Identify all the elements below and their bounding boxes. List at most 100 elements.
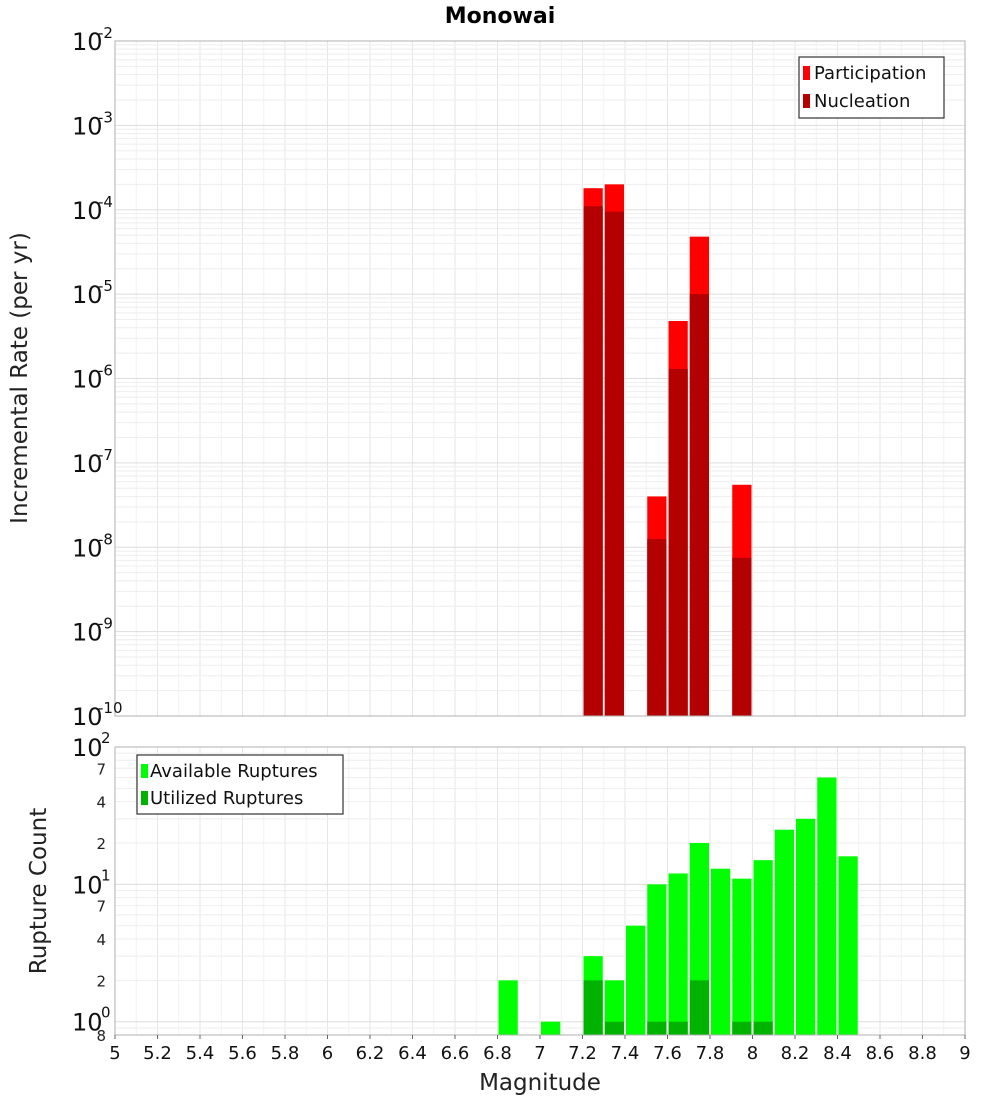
x-tick-label: 6.4 <box>398 1043 427 1064</box>
bottom-bar-series-a <box>774 829 794 1035</box>
bottom-y-tick-base: 10 <box>72 871 103 899</box>
bottom-bar-series-a <box>541 1021 561 1035</box>
x-tick-label: 5.4 <box>186 1043 215 1064</box>
legend-swatch-participation <box>803 66 810 80</box>
top-y-tick-exponent: -8 <box>98 530 113 548</box>
x-tick-label: 8.4 <box>823 1043 852 1064</box>
top-y-tick-base: 10 <box>72 534 103 562</box>
bottom-y-minor-tick: 2 <box>96 835 106 853</box>
top-y-tick-labels: 10-210-310-410-510-610-710-810-910-10 <box>72 24 123 731</box>
legend-label-utilized-ruptures: Utilized Ruptures <box>150 788 303 809</box>
top-bar-series-b <box>583 206 603 716</box>
bottom-plot-bars <box>498 777 858 1035</box>
top-y-tick-base: 10 <box>72 197 103 225</box>
legend-label-available-ruptures: Available Ruptures <box>150 761 318 782</box>
bottom-bar-series-a <box>626 925 646 1035</box>
x-tick-label: 5.2 <box>143 1043 172 1064</box>
top-y-tick-base: 10 <box>72 28 103 56</box>
bottom-bar-series-b <box>668 1021 688 1035</box>
legend-swatch-nucleation <box>803 94 810 108</box>
bottom-y-tick-exponent: 1 <box>101 866 111 884</box>
bottom-bar-series-a <box>838 856 858 1035</box>
top-y-tick-exponent: -2 <box>98 24 113 42</box>
x-tick-label: 8.2 <box>781 1043 810 1064</box>
top-y-tick-exponent: -9 <box>98 615 113 633</box>
x-tick-labels: 5 5.2 5.4 5.6 5.8 6 6.2 6.4 6.6 6.8 7 7.2 7.4 7.6 7.8 8… <box>109 1035 971 1064</box>
x-tick-label: 5 <box>109 1043 120 1064</box>
chart-title: Monowai <box>445 4 556 29</box>
top-legend-box <box>798 56 945 119</box>
bottom-bar-series-a <box>604 980 624 1035</box>
x-axis-label: Magnitude <box>479 1070 601 1096</box>
top-y-tick-exponent: -10 <box>98 699 123 717</box>
top-y-axis-label: Incremental Rate (per yr) <box>7 232 33 524</box>
top-y-tick-base: 10 <box>72 619 103 647</box>
top-bar-series-b <box>732 557 752 716</box>
legend-label-participation: Participation <box>814 63 926 84</box>
top-y-tick-exponent: -4 <box>98 193 113 211</box>
x-tick-label: 5.8 <box>271 1043 300 1064</box>
bottom-y-minor-tick: 7 <box>96 898 106 916</box>
legend-swatch-available-ruptures <box>141 764 148 778</box>
x-tick-label: 8.6 <box>866 1043 895 1064</box>
top-plot-bars <box>583 184 752 717</box>
bottom-bar-series-a <box>647 884 667 1035</box>
top-plot-frame <box>114 40 966 717</box>
bottom-bar-series-a <box>711 868 731 1035</box>
top-bar-series-b <box>689 294 709 716</box>
top-y-tick-exponent: -7 <box>98 446 113 464</box>
bottom-legend-box <box>136 754 344 815</box>
bottom-bar-series-a <box>796 818 816 1035</box>
bottom-bar-series-a <box>753 860 773 1035</box>
bottom-y-minor-tick: 4 <box>96 794 106 812</box>
bottom-y-axis-label: Rupture Count <box>26 808 52 974</box>
legend-label-nucleation: Nucleation <box>814 91 910 112</box>
bottom-bar-series-a <box>498 980 518 1035</box>
x-tick-label: 6.8 <box>483 1043 512 1064</box>
bottom-bar-series-b <box>753 1021 773 1035</box>
bottom-y-tick-exponent: 2 <box>101 729 111 747</box>
bottom-bar-series-b <box>732 1021 752 1035</box>
bottom-bar-series-a <box>668 873 688 1035</box>
bottom-y-tick-base: 10 <box>72 1009 103 1037</box>
top-y-tick-base: 10 <box>72 450 103 478</box>
top-bar-series-b <box>604 211 624 716</box>
bottom-y-minor-tick: 4 <box>96 931 106 949</box>
top-legend: Participation Nucleation <box>798 56 945 119</box>
bottom-bar-series-b <box>604 1021 624 1035</box>
x-tick-label: 6.2 <box>356 1043 385 1064</box>
bottom-y-tick-exponent: 0 <box>101 1004 111 1022</box>
bottom-bar-series-b <box>647 1021 667 1035</box>
top-y-tick-exponent: -5 <box>98 277 113 295</box>
x-tick-label: 7.6 <box>653 1043 682 1064</box>
top-y-tick-base: 10 <box>72 281 103 309</box>
top-plot-gridlines <box>114 41 966 717</box>
x-tick-label: 8.8 <box>908 1043 937 1064</box>
top-y-tick-exponent: -3 <box>98 108 113 126</box>
x-tick-label: 6 <box>322 1043 333 1064</box>
x-tick-label: 9 <box>959 1043 970 1064</box>
bottom-y-minor-tick: 8 <box>96 1027 106 1045</box>
x-tick-label: 7.4 <box>611 1043 640 1064</box>
legend-swatch-utilized-ruptures <box>141 791 148 805</box>
bottom-bar-series-b <box>583 980 603 1035</box>
x-tick-label: 8 <box>747 1043 758 1064</box>
x-tick-label: 5.6 <box>228 1043 257 1064</box>
top-y-tick-base: 10 <box>72 112 103 140</box>
x-tick-label: 7.8 <box>696 1043 725 1064</box>
bottom-bar-series-b <box>689 980 709 1035</box>
bottom-legend: Available Ruptures Utilized Ruptures <box>136 754 344 815</box>
top-y-tick-exponent: -6 <box>98 362 113 380</box>
x-tick-label: 6.6 <box>441 1043 470 1064</box>
bottom-bar-series-a <box>817 777 837 1035</box>
bottom-y-tick-base: 10 <box>72 734 103 762</box>
x-tick-label: 7.2 <box>568 1043 597 1064</box>
bottom-bar-series-a <box>732 878 752 1035</box>
top-y-tick-base: 10 <box>72 703 103 731</box>
x-tick-label: 7 <box>534 1043 545 1064</box>
bottom-y-minor-tick: 7 <box>96 760 106 778</box>
top-bar-series-b <box>647 539 667 716</box>
bottom-y-minor-tick: 2 <box>96 972 106 990</box>
